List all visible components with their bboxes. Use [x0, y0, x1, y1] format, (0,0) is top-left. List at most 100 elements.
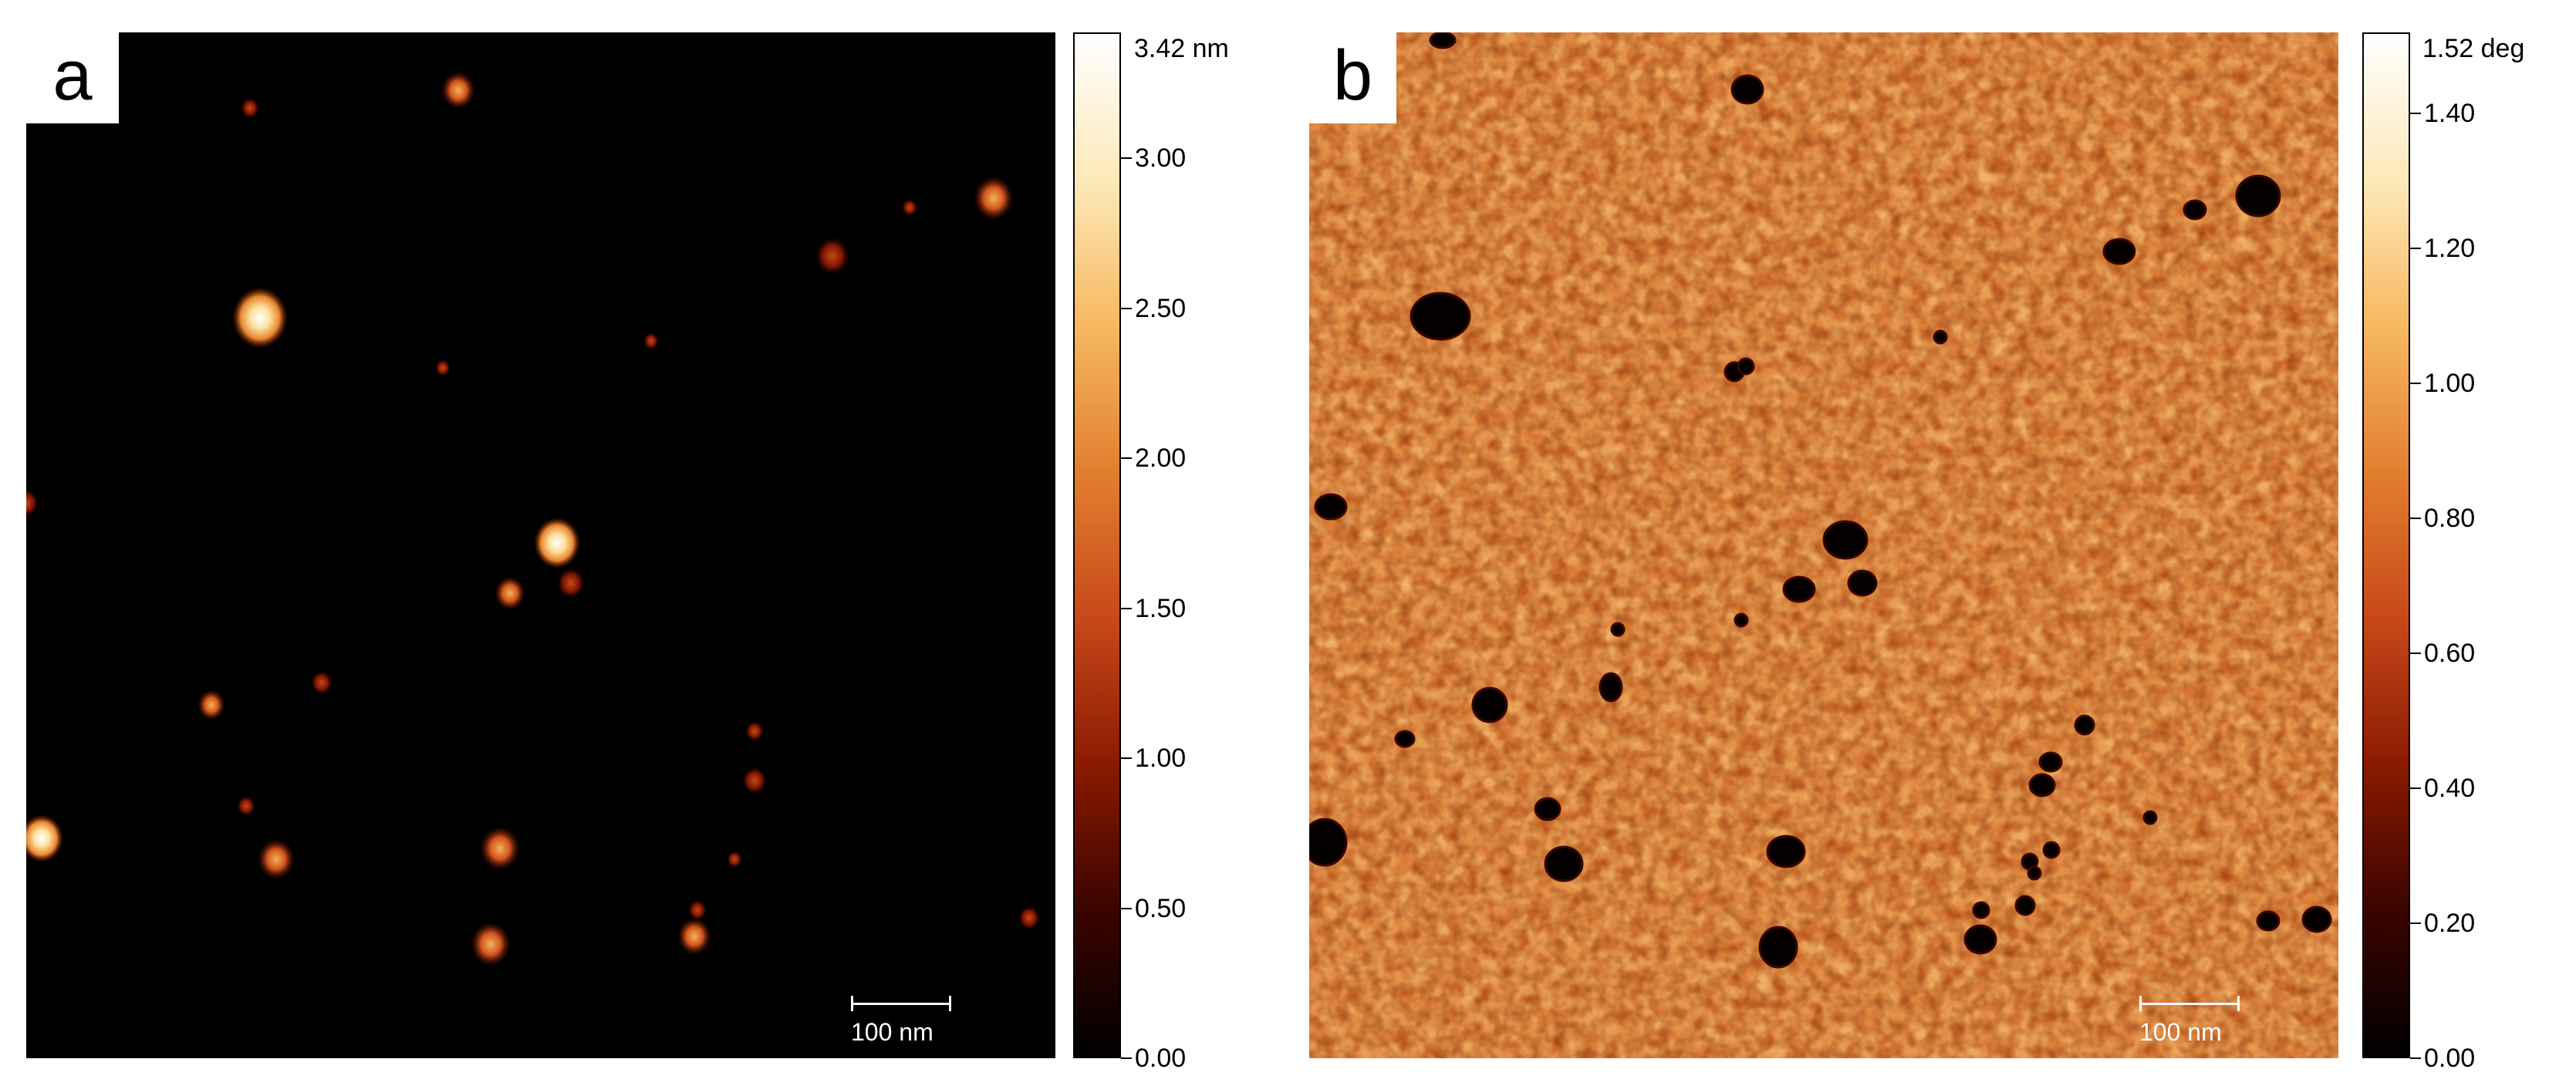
- colorbar-tick: [1121, 307, 1132, 309]
- nanoparticle: [902, 199, 917, 216]
- colorbar-tick-label: 0.00: [2424, 1044, 2476, 1073]
- colorbar-tick-label: 0.00: [1135, 1044, 1187, 1073]
- scale-bar-cap: [949, 996, 951, 1011]
- nanoparticle: [557, 568, 585, 599]
- nanoparticle: [480, 826, 520, 871]
- nanoparticle: [311, 670, 333, 695]
- nanoparticle: [232, 287, 288, 349]
- colorbar-tick-label: 0.80: [2424, 504, 2476, 533]
- nanoparticle: [534, 518, 580, 568]
- phase-pit: [2038, 751, 2063, 773]
- colorbar-tick-label: 0.50: [1135, 893, 1187, 923]
- phase-map: [1309, 32, 2338, 1058]
- panel-a-scale-bar: 100 nm: [851, 996, 951, 1049]
- height-map: [26, 71, 1040, 966]
- scale-bar-line: [851, 1003, 951, 1005]
- colorbar-tick: [1121, 757, 1132, 760]
- phase-pit: [1847, 569, 1878, 597]
- colorbar-tick-label: 1.20: [2424, 234, 2476, 263]
- nanoparticle: [688, 899, 707, 921]
- phase-pit: [1963, 924, 1997, 955]
- colorbar-tick: [2410, 383, 2421, 384]
- colorbar-tick: [2410, 788, 2421, 789]
- colorbar-tick: [1121, 907, 1132, 909]
- nanoparticle: [974, 176, 1014, 221]
- colorbar-tick-label: 0.20: [2424, 909, 2476, 938]
- colorbar-tick: [1121, 157, 1132, 160]
- scale-bar-cap: [851, 996, 853, 1011]
- phase-pit: [2042, 841, 2061, 859]
- phase-pit: [2102, 238, 2136, 265]
- colorbar-tick: [1121, 1057, 1132, 1059]
- phase-pit: [1766, 835, 1806, 868]
- nanoparticle: [742, 767, 767, 794]
- colorbar-tick: [1121, 457, 1132, 460]
- phase-pit: [1758, 926, 1798, 969]
- colorbar-tick-label: 2.50: [1135, 293, 1187, 323]
- colorbar-max-label: 3.42 nm: [1134, 34, 1229, 63]
- colorbar-tick: [2410, 922, 2421, 924]
- nanoparticle: [241, 97, 259, 119]
- panel-a-colorbar: [1073, 32, 1121, 1058]
- phase-pit: [1610, 622, 1626, 637]
- phase-pit: [1734, 612, 1749, 628]
- panel-b-letter: b: [1309, 32, 1396, 123]
- colorbar-tick: [2410, 248, 2421, 249]
- panel-a-letter: a: [26, 32, 119, 123]
- nanoparticle: [441, 71, 475, 110]
- colorbar-tick-label: 0.60: [2424, 639, 2476, 668]
- panel-b-scale-bar: 100 nm: [2139, 996, 2240, 1049]
- phase-pit: [2235, 174, 2281, 218]
- scale-bar-cap: [2237, 996, 2240, 1011]
- colorbar-tick: [2410, 1057, 2421, 1059]
- phase-pit: [1314, 493, 1348, 521]
- scale-bar-label: 100 nm: [851, 1018, 934, 1046]
- colorbar-tick: [2410, 518, 2421, 519]
- nanoparticle: [727, 851, 742, 868]
- nanoparticle: [237, 795, 255, 817]
- colorbar-tick-label: 3.00: [1135, 143, 1187, 174]
- phase-pit: [1410, 292, 1471, 341]
- nanoparticle: [198, 690, 225, 720]
- phase-pit: [1972, 901, 1990, 919]
- phase-pit: [1933, 329, 1948, 345]
- colorbar-tick: [2410, 113, 2421, 114]
- scale-bar-cap: [2139, 996, 2142, 1011]
- colorbar-tick-label: 1.00: [1135, 744, 1187, 774]
- nanoparticle: [26, 489, 39, 517]
- phase-pit: [1471, 686, 1508, 723]
- scale-bar-line: [2139, 1003, 2240, 1005]
- colorbar-tick-label: 1.40: [2424, 99, 2476, 128]
- nanoparticle: [745, 720, 764, 742]
- colorbar-tick: [2410, 653, 2421, 654]
- phase-pit: [2256, 910, 2281, 932]
- panel-b-colorbar: [2362, 32, 2410, 1058]
- nanoparticle: [677, 917, 711, 956]
- phase-pit: [1394, 730, 1416, 748]
- phase-pit: [2027, 865, 2042, 881]
- nanoparticle: [258, 838, 295, 880]
- phase-pit: [2301, 906, 2332, 933]
- phase-pit: [1599, 672, 1623, 703]
- phase-pit: [1782, 575, 1816, 603]
- phase-pit: [1730, 74, 1764, 105]
- panel-a-height-image: [26, 32, 1055, 1058]
- colorbar-max-label: 1.52 deg: [2422, 34, 2525, 63]
- nanoparticle: [471, 922, 511, 966]
- colorbar-tick: [1121, 607, 1132, 609]
- nanoparticle: [643, 332, 659, 349]
- phase-pit: [1534, 797, 1561, 821]
- colorbar-tick-label: 2.00: [1135, 444, 1187, 474]
- phase-pit: [1429, 32, 1457, 49]
- scale-bar-label: 100 nm: [2139, 1018, 2222, 1046]
- nanoparticle: [495, 576, 525, 610]
- nanoparticle: [1018, 906, 1040, 930]
- nanoparticle: [815, 237, 849, 275]
- colorbar-tick-label: 1.50: [1135, 593, 1187, 623]
- panel-b-phase-image: [1309, 32, 2338, 1058]
- phase-pit: [2028, 773, 2056, 798]
- phase-pit: [2014, 895, 2036, 916]
- phase-pit: [1822, 520, 1869, 560]
- phase-pit: [2183, 199, 2207, 221]
- colorbar-tick-label: 0.40: [2424, 774, 2476, 803]
